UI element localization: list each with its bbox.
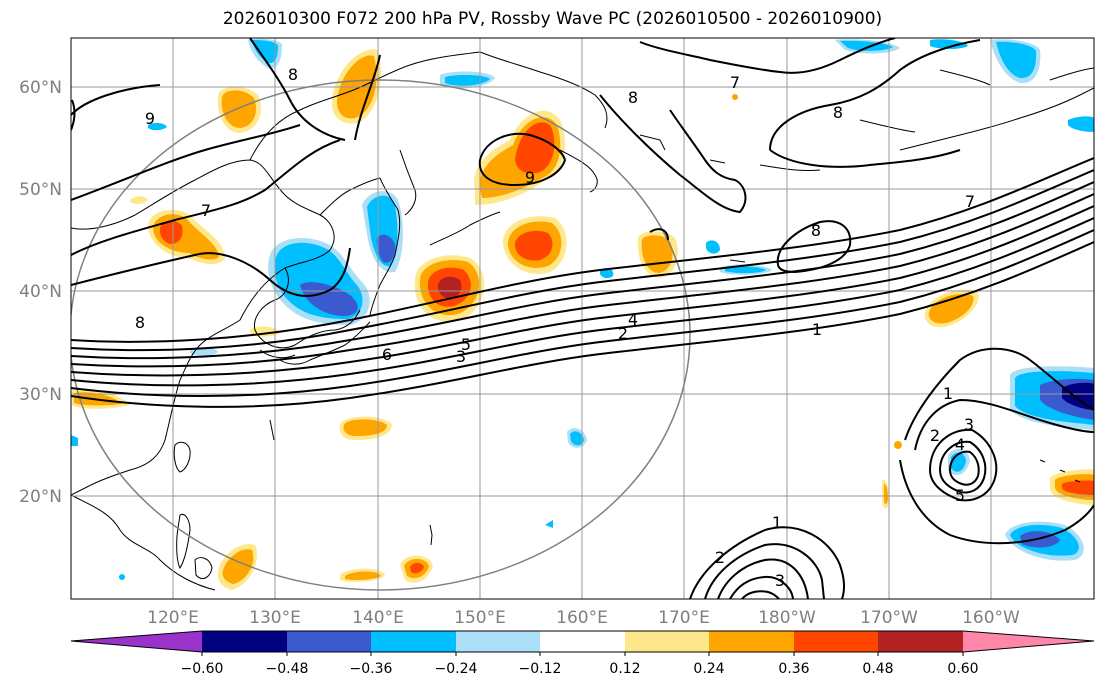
lon-label: 120°E (147, 608, 199, 628)
colorbar: −0.60 −0.48 −0.36 −0.24 −0.12 0.12 0.24 … (70, 630, 1095, 677)
lon-label: 170°W (860, 608, 918, 628)
positive-anomaly-blob (894, 441, 902, 449)
contour-label: 8 (135, 313, 145, 332)
colorbar-tick-label: 0.12 (609, 661, 640, 677)
positive-anomaly-blob (339, 416, 392, 440)
contour-label: 3 (775, 571, 785, 590)
colorbar-segment (287, 631, 371, 652)
negative-anomaly-blob (1068, 116, 1094, 132)
lat-label: 20°N (19, 487, 62, 507)
colorbar-tick-label: −0.48 (266, 661, 309, 677)
contour-labels: 9 8 8 7 7 8 7 8 9 8 6 5 4 3 2 1 1 2 3 4 … (135, 65, 975, 590)
lon-label: 170°E (658, 608, 710, 628)
longitude-labels: 120°E 130°E 140°E 150°E 160°E 170°E 180°… (147, 608, 1020, 628)
contour-label: 4 (955, 435, 965, 454)
contour-label: 9 (525, 168, 535, 187)
colorbar-segment (709, 631, 794, 652)
negative-anomaly-blob (362, 190, 403, 273)
lon-label: 140°E (352, 608, 404, 628)
positive-anomaly-blob (148, 209, 225, 265)
lon-label: 130°E (249, 608, 301, 628)
negative-anomaly-blob (1010, 366, 1094, 430)
contour-label: 8 (811, 221, 821, 240)
positive-anomaly-blob (130, 196, 148, 205)
contour-label: 8 (288, 65, 298, 84)
colorbar-tick-label: 0.60 (947, 661, 978, 677)
lat-label: 50°N (19, 180, 62, 200)
colorbar-segment (456, 631, 540, 652)
lon-label: 180°W (758, 608, 816, 628)
contour-label: 1 (772, 513, 782, 532)
map-title: 2026010300 F072 200 hPa PV, Rossby Wave … (222, 9, 883, 29)
contour-label: 5 (955, 486, 965, 505)
lat-label: 40°N (19, 282, 62, 302)
negative-anomaly-blob (570, 431, 584, 446)
contour-label: 4 (628, 310, 638, 329)
contour-label: 1 (943, 384, 953, 403)
positive-anomaly-blob (400, 555, 433, 583)
graticule (71, 38, 1094, 599)
contour-label: 7 (730, 73, 740, 92)
contour-label: 2 (715, 548, 725, 567)
contour-label: 7 (965, 192, 975, 211)
colorbar-segment (202, 631, 287, 652)
positive-anomaly-blob (345, 571, 381, 580)
colorbar-tick-label: 0.36 (778, 661, 809, 677)
negative-anomaly-blob (990, 39, 1041, 84)
lon-label: 160°E (556, 608, 608, 628)
colorbar-tick-label: 0.48 (862, 661, 893, 677)
negative-anomaly-blob (930, 39, 968, 49)
latitude-labels: 60°N 50°N 40°N 30°N 20°N (19, 78, 62, 507)
colorbar-tick-label: −0.24 (435, 661, 478, 677)
contour-label: 7 (201, 201, 211, 220)
positive-anomaly-blob (217, 544, 258, 590)
negative-anomaly-blob (706, 240, 720, 254)
region-circle (71, 79, 691, 591)
positive-anomaly-blob (732, 94, 738, 100)
positive-anomaly-blob (502, 216, 567, 274)
colorbar-tick-label: 0.24 (693, 661, 724, 677)
lat-label: 60°N (19, 78, 62, 98)
colorbar-segment (540, 631, 625, 652)
negative-anomaly-blob (545, 520, 553, 528)
positive-anomaly-blob (924, 289, 979, 328)
map-border (70, 37, 1095, 600)
contour-label: 5 (461, 335, 471, 354)
colorbar-tick-label: −0.60 (181, 661, 224, 677)
positive-anomaly-blob (884, 483, 888, 505)
lon-label: 150°E (454, 608, 506, 628)
contour-label: 2 (618, 324, 628, 343)
contour-label: 3 (456, 347, 466, 366)
negative-anomaly-blob (71, 435, 78, 446)
contour-label: 8 (628, 88, 638, 107)
coastlines (71, 51, 1094, 591)
contours (71, 38, 1094, 599)
colorbar-segment (625, 631, 709, 652)
colorbar-segment (794, 631, 878, 652)
negative-anomaly-blob (148, 122, 167, 131)
colorbar-segment (878, 631, 963, 652)
negative-anomaly-blob (725, 266, 766, 274)
colorbar-tick-label: −0.12 (519, 661, 562, 677)
negative-anomaly-blob (440, 71, 495, 89)
colorbar-segment (71, 631, 202, 652)
contour-label: 8 (833, 103, 843, 122)
colorbar-tick-label: −0.36 (350, 661, 393, 677)
contour-label: 2 (930, 426, 940, 445)
lat-label: 30°N (19, 385, 62, 405)
negative-anomaly-blob (119, 574, 125, 580)
contour-label: 9 (145, 109, 155, 128)
colorbar-segment (371, 631, 456, 652)
contour-label: 1 (812, 320, 822, 339)
contour-label: 3 (964, 415, 974, 434)
positive-anomaly-blob (217, 86, 261, 133)
colorbar-segment (963, 631, 1094, 652)
lon-label: 160°W (962, 608, 1020, 628)
contour-label: 6 (382, 345, 392, 364)
positive-anomaly-blob (1050, 469, 1094, 505)
